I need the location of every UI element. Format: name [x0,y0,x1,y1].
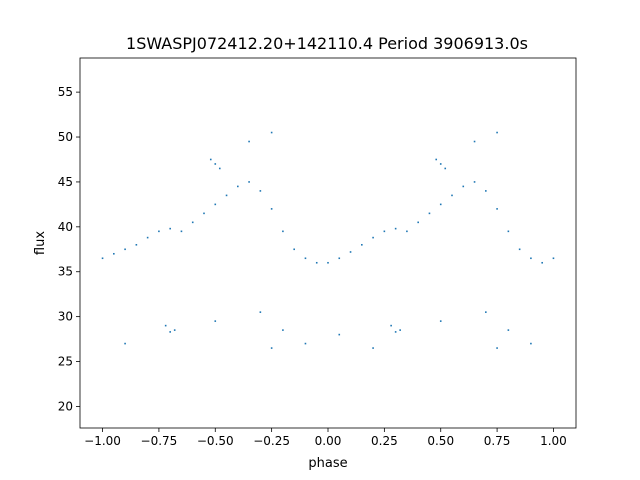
data-point [338,333,341,336]
data-point [191,221,194,224]
data-point [439,163,442,165]
chart-title: 1SWASPJ072412.20+142110.4 Period 3906913… [126,34,528,53]
data-point [552,257,555,260]
y-axis-label: flux [33,231,48,255]
data-point [203,212,205,215]
data-point [372,347,374,349]
data-point [304,342,307,345]
data-point [270,131,273,134]
data-point [451,194,453,197]
data-point [496,208,498,210]
data-point [248,181,250,183]
data-point [270,347,273,349]
data-point [485,311,487,313]
x-tick-label: 0.50 [427,434,454,448]
x-axis-ticks: −1.00 −0.75 −0.50 −0.25 0.00 0.25 0.50 0.75 1.00 [84,428,567,448]
data-point [394,331,397,333]
x-tick-label: 0.75 [484,434,511,448]
data-point [417,221,419,224]
data-point [146,236,149,239]
data-point [124,342,126,345]
data-point [338,257,341,260]
data-point [383,230,386,233]
data-point [473,181,476,183]
x-axis-label: phase [308,456,347,471]
plot-frame [79,57,577,429]
y-tick-label: 45 [58,175,73,189]
x-tick-label: −1.00 [84,434,121,448]
data-point [428,212,431,215]
data-point [164,324,167,327]
x-tick-label: −0.50 [197,434,234,448]
data-point [282,329,284,331]
data-point [259,311,262,313]
data-point [270,208,273,210]
data-point [158,230,160,233]
data-point [304,257,307,260]
data-point [406,230,408,233]
data-point [282,230,284,233]
x-tick-label: −0.25 [253,434,290,448]
data-point [518,248,521,251]
data-point [209,158,212,161]
y-tick-label: 40 [58,220,73,234]
data-point [462,185,465,188]
x-tick-label: −0.75 [141,434,178,448]
data-point [496,131,498,134]
data-point [361,244,363,246]
y-tick-label: 30 [58,310,73,324]
data-point [394,227,397,230]
data-point [507,230,510,233]
y-tick-label: 35 [58,265,73,279]
data-point [485,190,487,192]
data-point [327,261,329,264]
data-point [237,185,239,188]
data-point [259,190,262,192]
data-point [169,227,171,230]
x-tick-label: 1.00 [540,434,567,448]
data-point [349,251,352,253]
data-point [372,236,374,239]
y-tick-label: 55 [58,85,73,99]
data-point [507,329,510,331]
y-tick-label: 20 [58,399,73,413]
data-point [293,248,295,251]
data-points [101,131,555,349]
data-point [214,163,217,165]
data-point [113,252,115,255]
y-axis-ticks: 20 25 30 35 40 45 50 55 [58,85,80,413]
data-point [399,329,401,331]
data-point [124,248,126,251]
data-point [315,261,318,264]
data-point [439,320,442,322]
data-point [473,140,476,143]
data-point [101,257,104,260]
x-tick-label: 0.00 [315,434,342,448]
data-point [214,203,217,206]
data-point [435,158,438,161]
x-tick-label: 0.25 [371,434,398,448]
data-point [135,244,138,246]
data-point [225,194,228,197]
y-tick-label: 25 [58,355,73,369]
data-point [439,203,442,206]
data-point [169,331,171,333]
data-point [248,140,250,143]
data-point [496,347,498,349]
y-tick-label: 50 [58,130,73,144]
data-point [218,167,221,170]
data-point [173,329,176,331]
data-point [530,342,532,345]
data-point [530,257,532,260]
data-point [541,261,543,264]
data-point [214,320,217,322]
data-point [444,167,447,170]
data-point [390,324,392,327]
data-point [180,230,183,233]
